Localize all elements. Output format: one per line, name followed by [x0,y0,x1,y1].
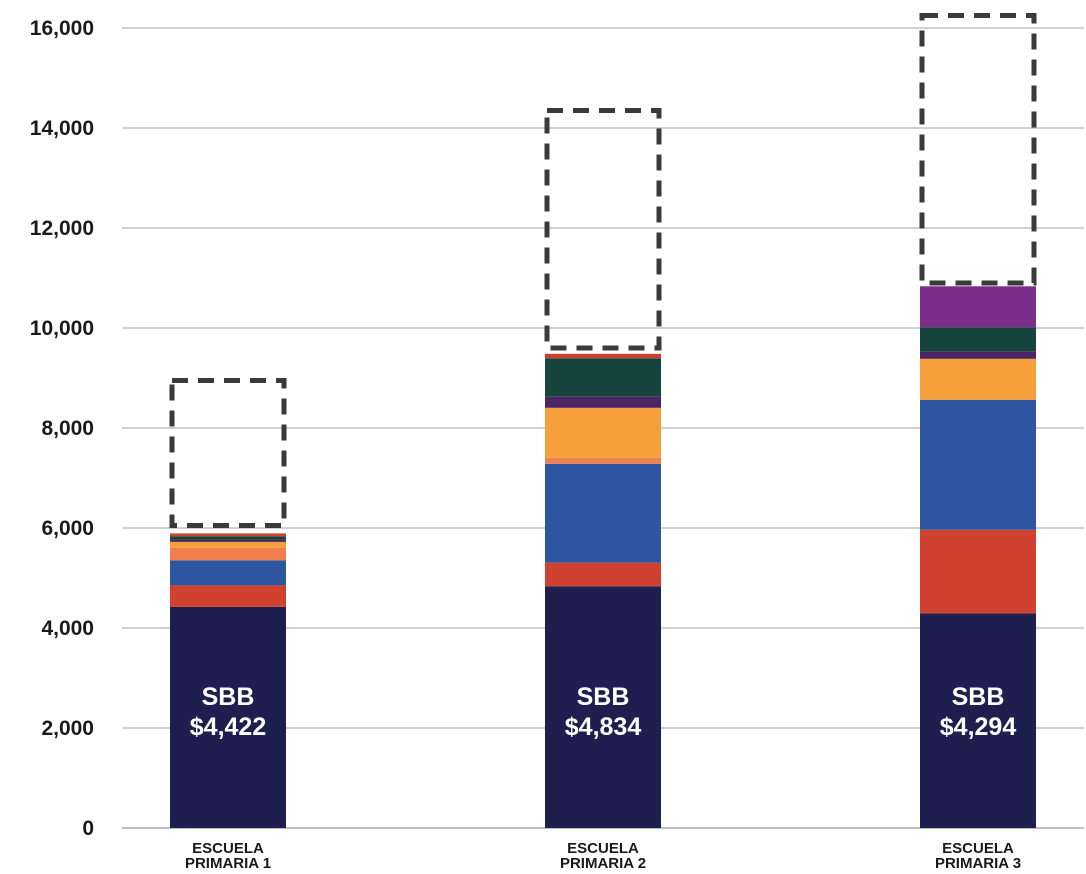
bar-segment [170,547,286,561]
x-category-label: ESCUELA PRIMARIA 1 [185,840,271,872]
bar-value-label: SBB $4,294 [940,683,1017,741]
bar-segment [170,539,286,542]
bar-segment [545,358,661,397]
x-axis: ESCUELA PRIMARIA 1 ESCUELA PRIMARIA 2 ESCUEL… [185,840,1021,872]
x-category-label: ESCUELA PRIMARIA 3 [935,840,1021,872]
bar-segment [920,358,1036,400]
y-tick-label: 4,000 [41,617,94,640]
dashed-outline-box [169,378,287,528]
bar-segment [170,585,286,607]
bar-value-label: SBB $4,834 [565,683,642,741]
bar-segment [545,457,661,464]
bar-segment [545,586,661,828]
bar-segment [170,541,286,548]
bar-value-label: SBB $4,422 [190,683,266,741]
bar-segment [545,407,661,458]
y-axis: 0 2,000 4,000 6,000 8,000 10,000 12,000 14,000 1… [30,17,94,840]
bar-segment [170,536,286,540]
dashed-outline-box [919,13,1037,286]
bar-segment [170,533,286,537]
bar-segment [920,327,1036,352]
y-tick-label: 2,000 [41,717,94,740]
bar-segment [170,606,286,828]
y-tick-label: 8,000 [41,417,94,440]
y-tick-label: 12,000 [30,217,94,240]
bar-labels: SBB $4,422 SBB $4,834 SBB $4,294 [190,683,1017,741]
y-tick-label: 6,000 [41,517,94,540]
bar-segment [170,560,286,586]
dashed-outlines [169,13,1037,528]
y-tick-label: 10,000 [30,317,94,340]
dashed-outline-box [544,108,662,351]
bar-segment [920,286,1036,328]
y-tick-label: 16,000 [30,17,94,40]
bar-segment [920,529,1036,614]
y-tick-label: 14,000 [30,117,94,140]
bar-segment [545,396,661,408]
bar-segment [920,613,1036,828]
bar-segment [920,351,1036,359]
bar-segment [545,463,661,563]
bar-segment [545,353,661,359]
bars [170,286,1036,828]
y-tick-label: 0 [82,817,94,840]
bar-segment [545,562,661,587]
bar-segment [920,399,1036,530]
x-category-label: ESCUELA PRIMARIA 2 [560,840,646,872]
